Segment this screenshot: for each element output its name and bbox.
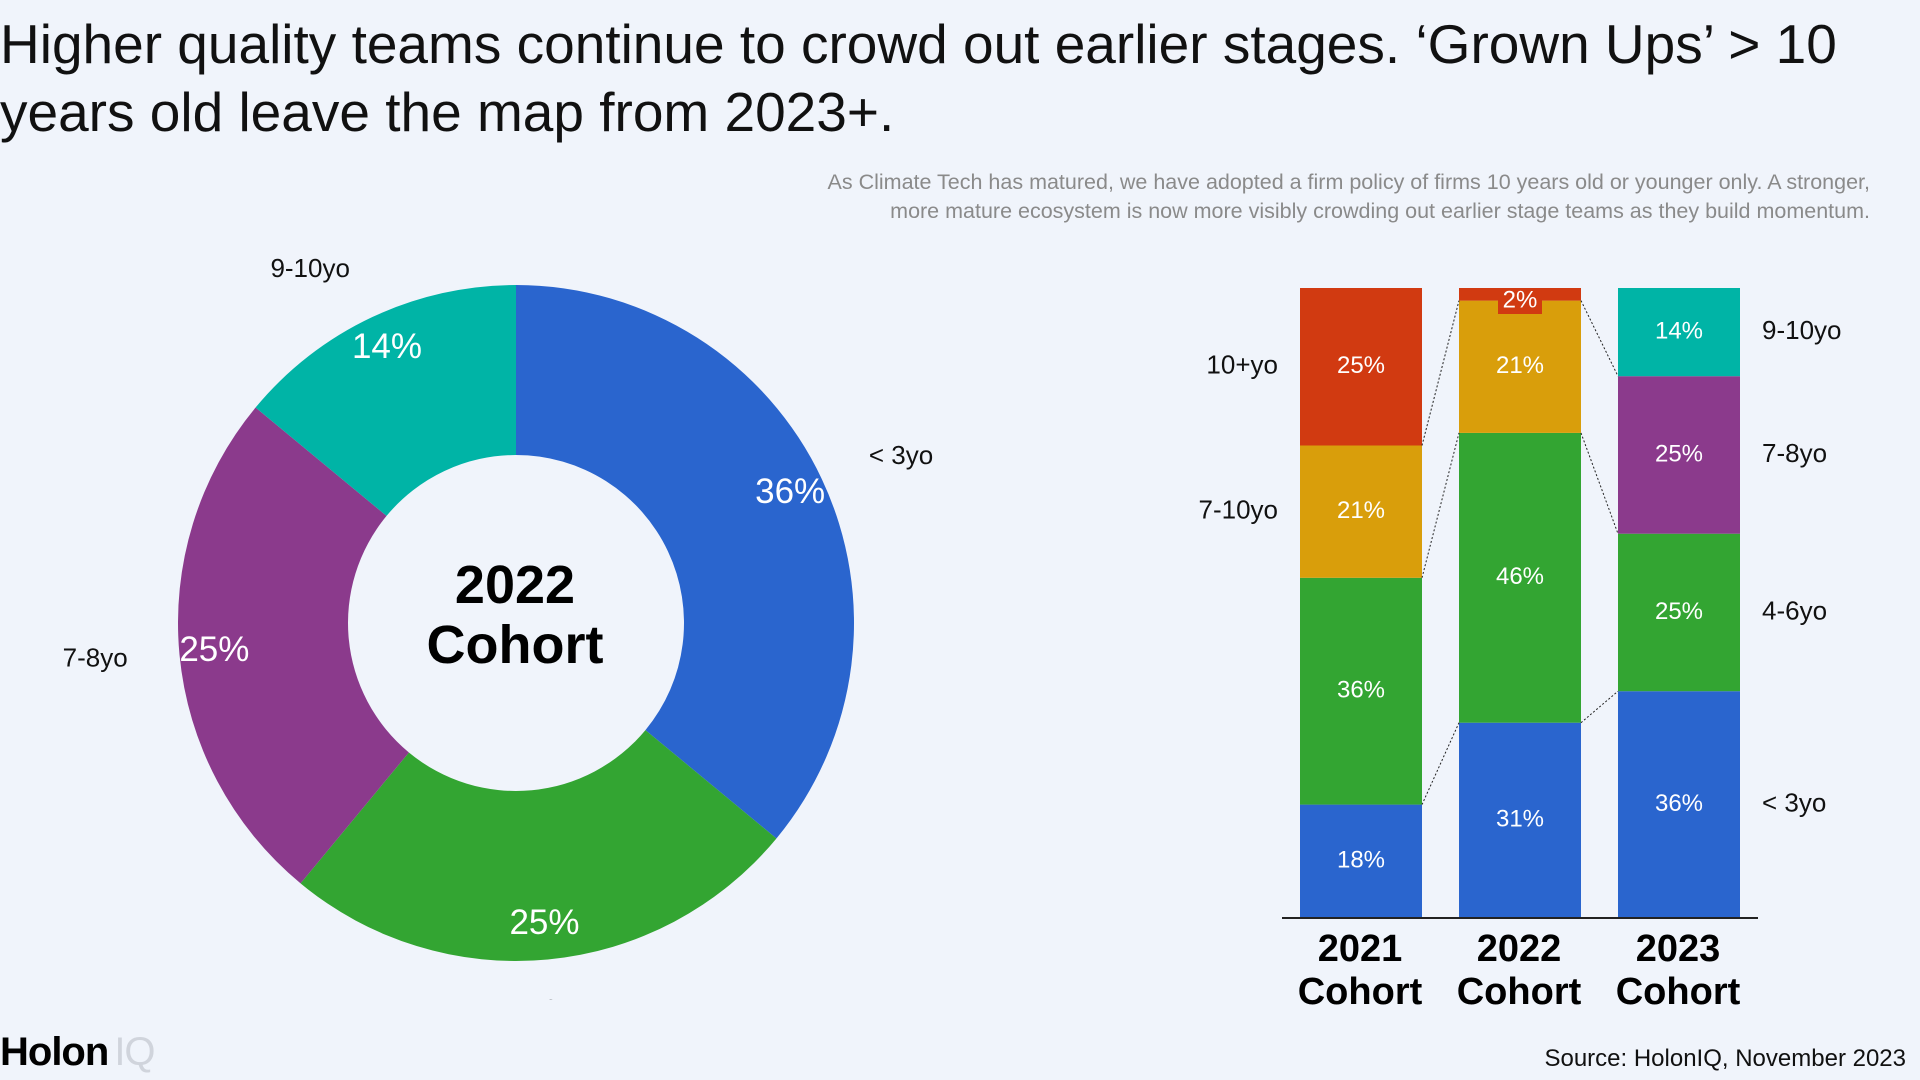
bar-segment-1-2: [1459, 300, 1581, 433]
bar-connector-0-0: [1421, 722, 1460, 805]
bar-value-label-1-2: 21%: [1496, 352, 1544, 379]
donut-slice-3yo: [516, 285, 854, 839]
donut-value-label-7-8yo: 25%: [179, 630, 249, 669]
bar-category-label-10-yo: 10+yo: [1206, 350, 1278, 380]
bar-segment-2-0: [1618, 691, 1740, 918]
bar-value-label-2-3: 14%: [1655, 317, 1703, 344]
bar-connector-1-0: [1580, 690, 1619, 724]
x-tick-label-2021: 2021 Cohort: [1297, 928, 1423, 1013]
bar-label-backdrop-1-3: [1498, 288, 1542, 314]
logo-word-iq: IQ: [114, 1030, 155, 1074]
donut-slice-4-6yo: [300, 730, 777, 961]
logo-word-holon: Holon: [0, 1030, 109, 1074]
bar-value-label-2-0: 36%: [1655, 790, 1703, 817]
bar-value-label-1-3: 2%: [1503, 286, 1538, 313]
bar-value-label-0-2: 21%: [1337, 497, 1385, 524]
page-title: Higher quality teams continue to crowd o…: [0, 13, 1837, 143]
bar-value-label-0-1: 36%: [1337, 677, 1385, 704]
source-note: Source: HolonIQ, November 2023: [1544, 1045, 1906, 1072]
bar-segment-0-1: [1300, 577, 1422, 805]
bar-category-label-7-8yo: 7-8yo: [1762, 438, 1827, 468]
subtitle: As Climate Tech has matured, we have ado…: [570, 168, 1870, 226]
holoniq-logo: Holon IQ: [0, 1030, 156, 1075]
donut-value-label-4-6yo: 25%: [509, 903, 579, 942]
bar-connector-1-2: [1580, 300, 1619, 377]
donut-category-label-4-6yo: 4-6yo: [520, 994, 585, 1000]
bar-segment-2-2: [1618, 376, 1740, 534]
bar-segment-0-0: [1300, 804, 1422, 918]
bar-connector-0-1: [1421, 432, 1460, 578]
bar-category-label-4-6yo: 4-6yo: [1762, 595, 1827, 625]
donut-slice-9-10yo: [255, 285, 516, 516]
bar-connector-0-2: [1421, 300, 1460, 446]
bar-value-label-1-1: 46%: [1496, 563, 1544, 590]
donut-category-label-3yo: < 3yo: [869, 440, 933, 470]
bar-segment-0-3: [1300, 288, 1422, 446]
bar-category-label-9-10yo: 9-10yo: [1762, 315, 1842, 345]
donut-category-label-9-10yo: 9-10yo: [270, 253, 350, 283]
bar-category-label-3yo: < 3yo: [1762, 787, 1826, 817]
donut-slice-7-8yo: [178, 407, 409, 884]
bar-value-label-0-3: 25%: [1337, 352, 1385, 379]
bar-value-label-2-1: 25%: [1655, 598, 1703, 625]
bar-segment-0-2: [1300, 445, 1422, 578]
stacked-bar-chart: 18% 36% 21% 7-10yo 25% 10+yo 31% 46% 21% 2% 36% < 3…: [1199, 286, 1842, 919]
bar-segment-1-0: [1459, 722, 1581, 918]
x-tick-label-2023: 2023 Cohort: [1615, 928, 1741, 1013]
donut-center-line-2: Cohort: [426, 615, 604, 675]
donut-chart: 36% < 3yo 25% 4-6yo 25% 7-8yo 14% 9-10yo: [63, 253, 934, 1000]
donut-center-line-1: 2022: [454, 555, 576, 615]
bar-connector-1-1: [1580, 432, 1619, 534]
donut-category-label-7-8yo: 7-8yo: [63, 643, 128, 673]
bar-value-label-0-0: 18%: [1337, 847, 1385, 874]
bar-segment-2-3: [1618, 288, 1740, 377]
donut-value-label-3yo: 36%: [755, 472, 825, 511]
bar-category-label-7-10yo: 7-10yo: [1199, 495, 1279, 525]
donut-center-label: 2022 Cohort: [340, 555, 690, 675]
donut-value-label-9-10yo: 14%: [352, 327, 422, 366]
bar-value-label-2-2: 25%: [1655, 440, 1703, 467]
x-tick-label-2022: 2022 Cohort: [1456, 928, 1582, 1013]
bar-value-label-1-0: 31%: [1496, 806, 1544, 833]
bar-segment-2-1: [1618, 533, 1740, 692]
subtitle-line-2: more mature ecosystem is now more visibl…: [890, 199, 1870, 223]
subtitle-line-1: As Climate Tech has matured, we have ado…: [827, 170, 1870, 194]
bar-segment-1-1: [1459, 432, 1581, 723]
